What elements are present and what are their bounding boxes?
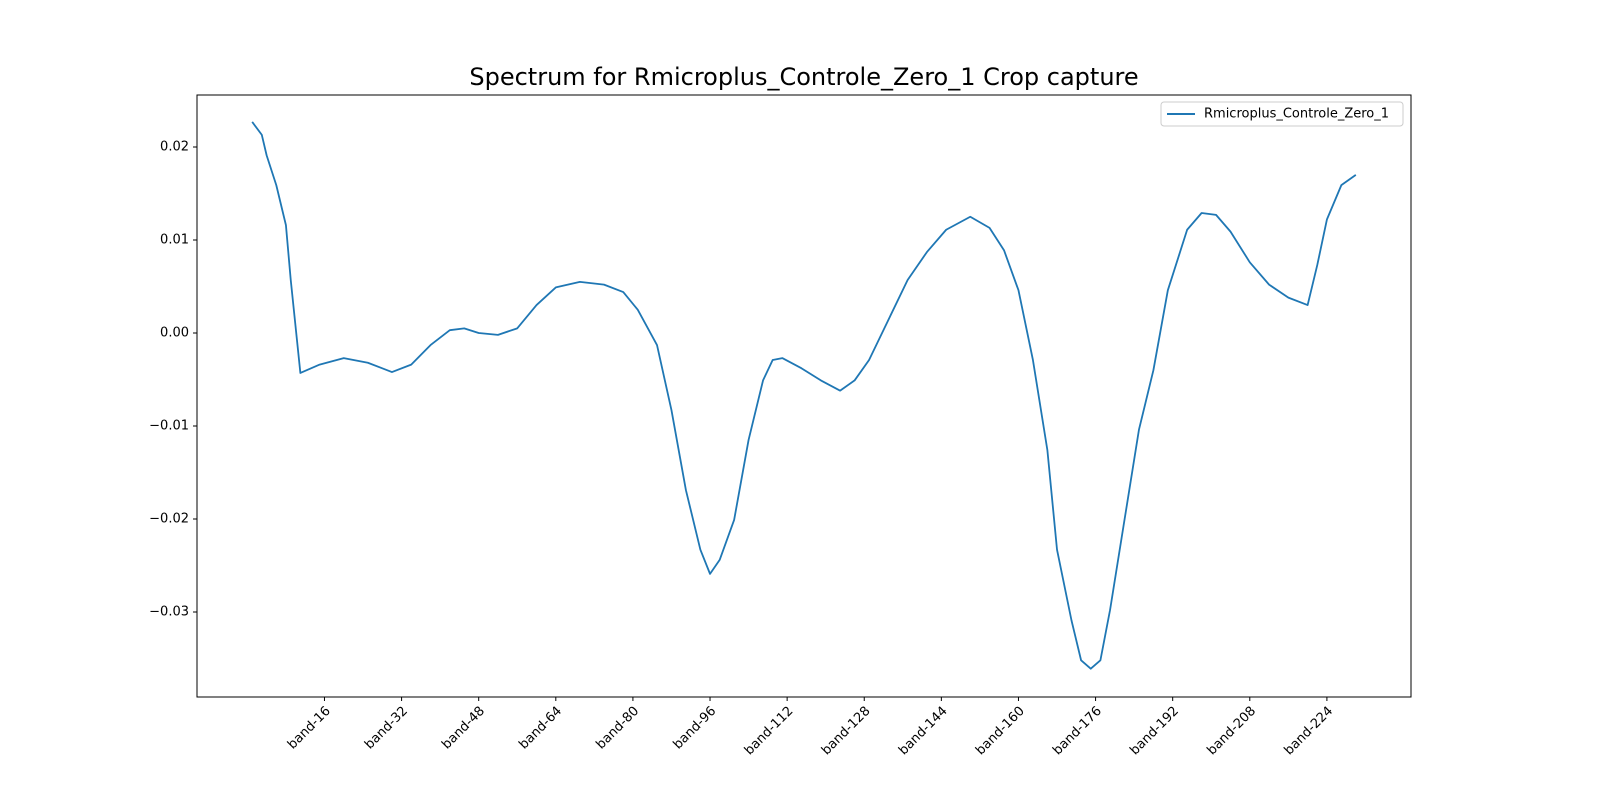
x-tick-label: band-16 [285, 704, 334, 753]
x-tick-label: band-176 [1050, 704, 1105, 759]
x-tick-label: band-96 [671, 704, 720, 753]
y-tick-label: 0.01 [160, 232, 189, 247]
y-tick-label: −0.03 [149, 604, 189, 619]
y-tick-label: 0.00 [160, 325, 189, 340]
y-tick-label: −0.01 [149, 418, 189, 433]
x-tick-label: band-192 [1127, 704, 1182, 759]
series-line [251, 121, 1357, 670]
x-tick-label: band-128 [819, 704, 874, 759]
x-tick-label: band-64 [516, 704, 565, 753]
x-tick-label: band-80 [593, 704, 642, 753]
y-tick-label: 0.02 [160, 139, 189, 154]
legend-box [1160, 101, 1404, 127]
x-tick-label: band-224 [1282, 704, 1337, 759]
chart-title: Spectrum for Rmicroplus_Controle_Zero_1 … [469, 63, 1138, 91]
x-tick-label: band-144 [896, 704, 951, 759]
plot-frame [196, 94, 1412, 698]
x-tick-label: band-32 [362, 704, 411, 753]
x-tick-label: band-208 [1204, 704, 1259, 759]
x-tick-label: band-160 [973, 704, 1028, 759]
legend-label: Rmicroplus_Controle_Zero_1 [1204, 107, 1389, 122]
y-tick-label: −0.02 [149, 511, 189, 526]
x-tick-label: band-112 [742, 704, 797, 759]
x-tick-label: band-48 [439, 704, 488, 753]
